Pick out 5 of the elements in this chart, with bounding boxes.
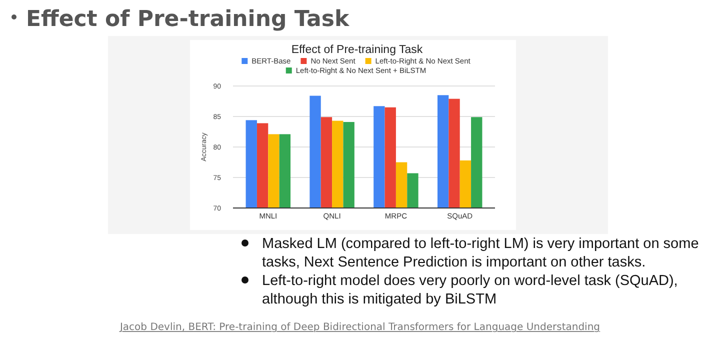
text: Left-to-right model does very poorly on word-level task (SQuAD), although this is mitigated by BiLSTM xyxy=(262,273,678,308)
chart-title: Effect of Pre-training Task xyxy=(26,7,350,32)
text: Jacob Devlin, BERT: Pre-training of Deep Bidirectional Transformers for Language Understanding xyxy=(118,322,600,333)
chart-subtitle: Effect of Pre-training Task xyxy=(291,44,423,56)
text: Masked LM (compared to left-to-right LM) is very important on some tasks, Next Sentence Prediction is important on other tasks. xyxy=(262,236,699,270)
